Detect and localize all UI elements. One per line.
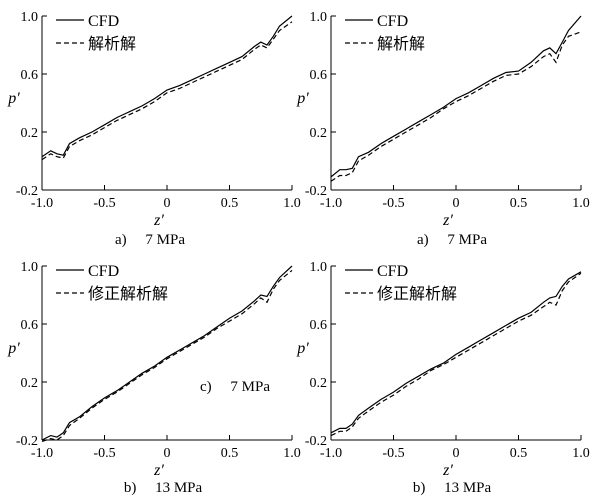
- legend-label: 解析解: [88, 35, 136, 53]
- series-line-analytical: [330, 272, 582, 437]
- x-tick-label: -1.0: [320, 196, 342, 211]
- y-tick-label: 0.6: [21, 318, 39, 333]
- chart-panel-4: -1.0 -0.5 0 0.5 1.0 -0.2 0.2 0.6 1.0 z′ p′ CFD 修正解析解…: [296, 260, 590, 496]
- y-tick-label: -0.2: [305, 434, 327, 449]
- x-tick-label: 0.5: [221, 196, 239, 211]
- y-tick-label: 0.6: [21, 68, 39, 83]
- x-tick-label: -0.5: [382, 196, 404, 211]
- legend: CFD 解析解: [345, 13, 425, 53]
- y-tick-label: 0.2: [310, 376, 328, 391]
- y-tick-label: 0.2: [21, 126, 39, 141]
- inline-annotation: c) 7 MPa: [200, 379, 270, 395]
- legend-label: 解析解: [377, 35, 425, 53]
- legend-label: 修正解析解: [88, 285, 168, 303]
- chart-panel-2: -1.0 -0.5 0 0.5 1.0 -0.2 0.2 0.6 1.0 z′ p′ CFD 解析解 a)…: [296, 10, 590, 248]
- y-tick-label: 1.0: [310, 260, 328, 275]
- x-tick-label: 1.0: [283, 196, 301, 211]
- x-tick-label: 1.0: [572, 446, 590, 461]
- y-axis-label: p′: [296, 90, 309, 107]
- y-tick-label: 1.0: [21, 260, 39, 275]
- x-axis-label: z′: [442, 462, 453, 479]
- panel-caption: a) 7 MPa: [417, 232, 487, 248]
- legend-label: CFD: [88, 263, 119, 280]
- y-tick-label: -0.2: [305, 184, 327, 199]
- y-tick-label: 0.2: [310, 126, 328, 141]
- y-tick-label: 0.6: [310, 318, 328, 333]
- legend-label: CFD: [88, 13, 119, 30]
- x-tick-label: 0: [164, 196, 171, 211]
- legend-label: CFD: [377, 13, 408, 30]
- x-tick-label: 0.5: [510, 446, 528, 461]
- legend: CFD 修正解析解: [345, 263, 457, 303]
- y-tick-label: 0.6: [310, 68, 328, 83]
- x-tick-label: -0.5: [93, 196, 115, 211]
- series-line-cfd: [41, 15, 293, 158]
- x-tick-label: -0.5: [93, 446, 115, 461]
- x-tick-label: -1.0: [31, 446, 53, 461]
- x-tick-label: -0.5: [382, 446, 404, 461]
- panel-caption: b) 13 MPa: [413, 480, 492, 496]
- legend-label: CFD: [377, 263, 408, 280]
- y-tick-label: 1.0: [310, 10, 328, 25]
- legend-label: 修正解析解: [377, 285, 457, 303]
- x-axis-label: z′: [153, 462, 164, 479]
- y-tick-label: 1.0: [21, 10, 39, 25]
- series-line-analytical: [41, 21, 293, 161]
- panel-caption: b) 13 MPa: [124, 480, 203, 496]
- series-line-analytical: [330, 31, 582, 182]
- x-tick-label: 0: [164, 446, 171, 461]
- x-tick-label: 0.5: [221, 446, 239, 461]
- x-axis-label: z′: [442, 212, 453, 229]
- chart-panel-3: -1.0 -0.5 0 0.5 1.0 -0.2 0.2 0.6 1.0 z′ p′ CFD 修正解析解…: [7, 260, 301, 496]
- panel-caption: a) 7 MPa: [115, 232, 185, 248]
- x-tick-label: 1.0: [572, 196, 590, 211]
- x-tick-label: 0: [453, 196, 460, 211]
- x-tick-label: 0.5: [510, 196, 528, 211]
- x-axis-label: z′: [153, 212, 164, 229]
- chart-panel-1: -1.0 -0.5 0 0.5 1.0 -0.2 0.2 0.6 1.0 z′ p′ CFD 解析解 a)…: [7, 10, 301, 248]
- x-tick-label: 1.0: [283, 446, 301, 461]
- legend: CFD 修正解析解: [56, 263, 168, 303]
- x-tick-label: 0: [453, 446, 460, 461]
- y-tick-label: -0.2: [16, 184, 38, 199]
- y-tick-label: 0.2: [21, 376, 39, 391]
- y-axis-label: p′: [296, 340, 309, 357]
- series-line-cfd: [41, 265, 293, 441]
- series-line-cfd: [330, 15, 582, 178]
- y-axis-label: p′: [7, 90, 20, 107]
- series-line-analytical: [41, 269, 293, 442]
- legend: CFD 解析解: [56, 13, 136, 53]
- y-axis-label: p′: [7, 340, 20, 357]
- x-tick-label: -1.0: [320, 446, 342, 461]
- series-line-cfd: [330, 271, 582, 434]
- x-tick-label: -1.0: [31, 196, 53, 211]
- y-tick-label: -0.2: [16, 434, 38, 449]
